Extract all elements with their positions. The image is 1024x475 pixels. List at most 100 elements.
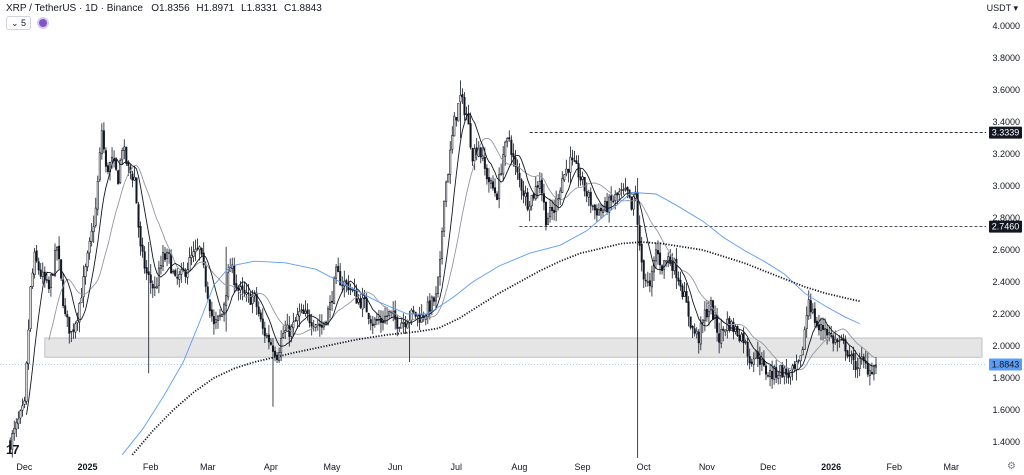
candle bbox=[333, 276, 336, 305]
candle bbox=[255, 287, 258, 315]
candle bbox=[225, 246, 228, 332]
candle bbox=[102, 122, 105, 154]
candle bbox=[302, 304, 305, 315]
candle bbox=[630, 196, 633, 211]
candle bbox=[47, 276, 50, 294]
indicator-dot-icon[interactable] bbox=[37, 17, 50, 29]
open-value: 1.8356 bbox=[159, 3, 190, 14]
candle bbox=[805, 306, 808, 338]
candle bbox=[64, 298, 67, 317]
candle bbox=[439, 251, 442, 286]
candle bbox=[216, 315, 219, 329]
candle bbox=[41, 262, 44, 284]
candle bbox=[259, 309, 262, 322]
candle bbox=[229, 258, 232, 272]
candle bbox=[824, 318, 827, 339]
candle bbox=[269, 338, 272, 346]
candle bbox=[13, 420, 16, 441]
last-price-box bbox=[989, 358, 1022, 371]
gear-icon[interactable]: ⚙ bbox=[1007, 461, 1016, 472]
support-zone[interactable] bbox=[44, 337, 983, 358]
ma-9-line[interactable] bbox=[26, 112, 877, 415]
candle bbox=[373, 316, 376, 328]
candle bbox=[39, 263, 42, 280]
candle bbox=[149, 264, 152, 294]
candle bbox=[428, 293, 431, 320]
candle bbox=[813, 302, 816, 328]
candle bbox=[832, 334, 835, 352]
candle bbox=[361, 287, 364, 318]
candle bbox=[467, 104, 470, 125]
candle bbox=[420, 304, 423, 323]
candle bbox=[738, 328, 741, 343]
indicator-toggle[interactable]: ⌄ 5 bbox=[6, 16, 32, 30]
candle bbox=[265, 333, 268, 339]
candle bbox=[78, 302, 81, 333]
candle bbox=[459, 80, 462, 138]
candle bbox=[748, 348, 751, 370]
x-tick-label: Dec bbox=[16, 462, 33, 472]
candle bbox=[441, 227, 444, 265]
candle bbox=[62, 272, 65, 309]
candle bbox=[701, 319, 704, 334]
candle bbox=[23, 396, 26, 409]
candle bbox=[106, 162, 109, 175]
x-tick-label: Jun bbox=[388, 462, 403, 472]
candle bbox=[463, 92, 466, 121]
y-tick-label: 3.8000 bbox=[992, 53, 1020, 63]
candle bbox=[642, 259, 645, 289]
candle bbox=[771, 360, 774, 389]
candle bbox=[838, 335, 841, 348]
candle bbox=[249, 292, 252, 305]
candle bbox=[636, 178, 639, 458]
high-value: 1.8971 bbox=[203, 3, 235, 14]
candle bbox=[508, 130, 511, 142]
candle bbox=[176, 268, 179, 285]
candle bbox=[121, 147, 124, 166]
candle bbox=[618, 188, 621, 200]
ma-dotted-line[interactable] bbox=[131, 241, 860, 456]
candle bbox=[681, 283, 684, 300]
candle bbox=[455, 117, 458, 127]
candle bbox=[559, 187, 562, 205]
candle bbox=[793, 361, 796, 373]
candle bbox=[485, 164, 488, 185]
level-label: 3.3339 bbox=[992, 128, 1020, 138]
currency-selector[interactable]: USDT ▾ bbox=[986, 3, 1018, 13]
candle bbox=[854, 350, 857, 378]
candle bbox=[583, 176, 586, 197]
candle bbox=[481, 145, 484, 162]
ma-20-line[interactable] bbox=[48, 137, 877, 371]
candle bbox=[308, 309, 311, 328]
candle bbox=[705, 300, 708, 322]
candle bbox=[644, 273, 647, 288]
high-label: H bbox=[196, 3, 204, 14]
candle bbox=[263, 321, 266, 343]
candle bbox=[830, 325, 833, 339]
y-tick-label: 4.0000 bbox=[992, 21, 1020, 31]
ma-blue-line[interactable] bbox=[121, 191, 860, 456]
candle bbox=[685, 283, 688, 303]
candle bbox=[76, 312, 79, 331]
candle bbox=[447, 173, 450, 183]
candle bbox=[300, 303, 303, 314]
candle bbox=[125, 146, 128, 167]
candle bbox=[496, 191, 499, 201]
candle bbox=[104, 147, 107, 173]
candle bbox=[70, 330, 73, 343]
candle bbox=[86, 250, 89, 272]
candle bbox=[9, 437, 12, 452]
candle bbox=[337, 257, 340, 273]
candle bbox=[815, 317, 818, 329]
candle bbox=[267, 325, 270, 350]
candle bbox=[318, 314, 321, 337]
x-tick-label: Feb bbox=[886, 462, 902, 472]
candle bbox=[388, 310, 391, 319]
candle bbox=[80, 287, 83, 304]
indicator-row: ⌄ 5 bbox=[6, 16, 50, 30]
symbol-title[interactable]: XRP / TetherUS · 1D · Binance bbox=[6, 3, 143, 14]
candle bbox=[131, 170, 134, 188]
candle bbox=[534, 176, 537, 201]
candle bbox=[646, 271, 649, 287]
